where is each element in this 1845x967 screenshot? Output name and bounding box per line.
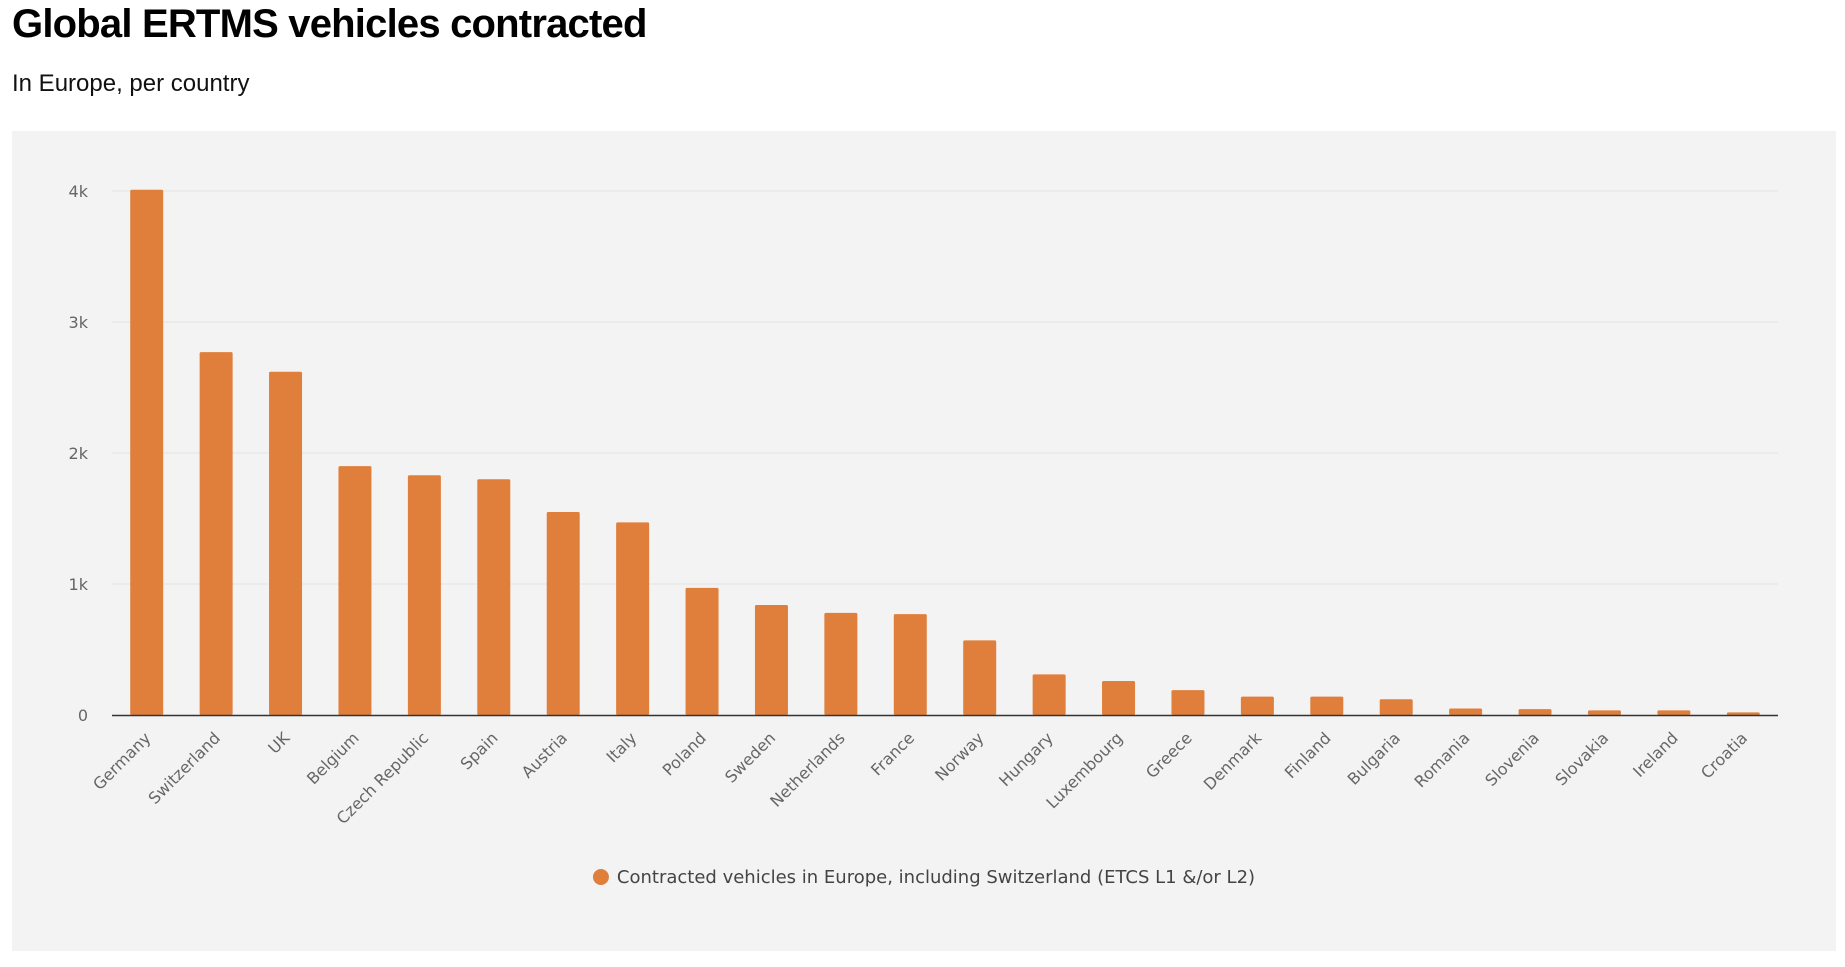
- bar[interactable]: [1726, 712, 1760, 715]
- bar[interactable]: [963, 640, 997, 715]
- bar[interactable]: [893, 614, 927, 715]
- bar[interactable]: [269, 371, 303, 715]
- x-tick-label: Sweden: [721, 728, 779, 786]
- x-tick-label: Greece: [1142, 728, 1196, 782]
- y-tick-label: 3k: [69, 313, 89, 332]
- x-tick-label: Germany: [89, 728, 154, 793]
- x-tick-label: Romania: [1411, 728, 1474, 791]
- bar[interactable]: [754, 604, 788, 715]
- x-tick-label: Austria: [518, 728, 571, 781]
- x-tick-label: Denmark: [1200, 728, 1266, 794]
- bar[interactable]: [546, 511, 580, 715]
- x-tick-label: Spain: [457, 728, 502, 773]
- bar[interactable]: [1587, 710, 1621, 715]
- y-tick-label: 4k: [69, 182, 89, 201]
- legend-swatch: [592, 869, 609, 885]
- bar[interactable]: [407, 475, 441, 715]
- bar[interactable]: [685, 587, 719, 715]
- legend[interactable]: Contracted vehicles in Europe, including…: [592, 867, 1255, 888]
- bar[interactable]: [199, 352, 233, 715]
- x-tick-label: Netherlands: [766, 728, 848, 810]
- x-tick-label: Finland: [1281, 728, 1335, 782]
- bar[interactable]: [1518, 709, 1552, 715]
- bars: [130, 189, 1760, 715]
- bar[interactable]: [1449, 708, 1483, 715]
- bar[interactable]: [824, 612, 858, 715]
- chart-title: Global ERTMS vehicles contracted: [12, 2, 647, 46]
- x-tick-label: Hungary: [995, 728, 1057, 790]
- bar[interactable]: [130, 189, 164, 715]
- y-axis-ticks: 0 1k 2k 3k 4k: [69, 182, 89, 725]
- y-tick-label: 1k: [69, 575, 89, 594]
- gridlines: [112, 190, 1778, 585]
- x-tick-label: UK: [264, 728, 293, 757]
- bar[interactable]: [1240, 696, 1274, 715]
- bar[interactable]: [1310, 696, 1344, 715]
- x-tick-label: Belgium: [303, 728, 363, 788]
- bar[interactable]: [616, 522, 650, 715]
- bar[interactable]: [1102, 680, 1136, 715]
- bar[interactable]: [1171, 690, 1205, 715]
- x-tick-label: Norway: [931, 728, 987, 784]
- chart-subtitle: In Europe, per country: [12, 70, 250, 97]
- x-tick-label: Ireland: [1629, 728, 1682, 781]
- y-tick-label: 2k: [69, 444, 89, 463]
- bar[interactable]: [1657, 710, 1691, 715]
- bar[interactable]: [477, 479, 511, 715]
- chart-panel: 0 1k 2k 3k 4k Germany Switzerland UK Belgium Cze…: [12, 131, 1836, 951]
- x-tick-label: Bulgaria: [1344, 728, 1404, 788]
- y-tick-label: 0: [78, 706, 88, 725]
- x-tick-label: Italy: [602, 728, 640, 766]
- bar[interactable]: [1379, 699, 1413, 715]
- legend-label: Contracted vehicles in Europe, including…: [617, 867, 1255, 888]
- x-tick-label: Poland: [659, 728, 710, 779]
- bar[interactable]: [1032, 674, 1066, 715]
- bar[interactable]: [338, 466, 372, 715]
- x-tick-label: Slovakia: [1551, 728, 1612, 789]
- x-tick-label: France: [867, 728, 918, 779]
- x-tick-label: Croatia: [1697, 728, 1751, 782]
- x-tick-label: Switzerland: [145, 728, 224, 807]
- x-tick-label: Slovenia: [1481, 728, 1543, 790]
